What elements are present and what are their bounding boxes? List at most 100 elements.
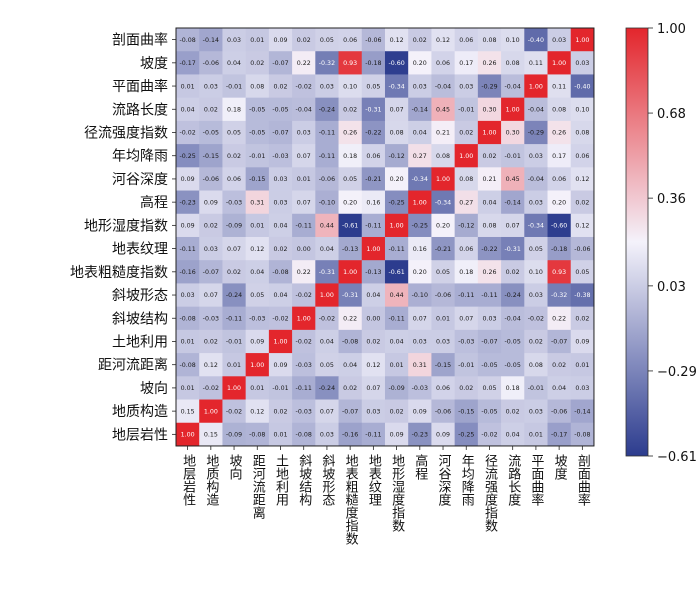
cell-value-label: -0.60 <box>551 223 567 230</box>
heatmap-cell <box>199 306 223 331</box>
heatmap-cell <box>384 120 409 145</box>
cell-value-label: -0.06 <box>203 60 219 67</box>
colorbar-gradient <box>625 27 649 457</box>
heatmap-cell <box>501 28 525 52</box>
cell-value-label: 0.02 <box>482 153 496 160</box>
cell-value-label: 0.09 <box>181 176 195 183</box>
heatmap-cell <box>176 353 200 377</box>
cell-value-label: 0.07 <box>366 385 380 392</box>
cell-value-label: 0.15 <box>204 432 218 439</box>
heatmap-cell <box>245 329 270 354</box>
heatmap-cell <box>431 283 456 308</box>
heatmap-cell <box>431 260 456 284</box>
heatmap-cell <box>361 120 386 145</box>
heatmap-cell <box>384 399 409 424</box>
heatmap-cell <box>222 97 247 122</box>
cell-value-label: -0.32 <box>551 292 567 299</box>
heatmap-cell <box>338 213 363 238</box>
cell-value-label: 1.00 <box>204 408 218 415</box>
cell-value-label: 0.10 <box>343 83 357 90</box>
cell-value-label: -0.07 <box>272 130 288 137</box>
heatmap-cell <box>361 51 386 75</box>
heatmap-cell <box>547 120 572 145</box>
heatmap-cell <box>501 167 525 191</box>
cell-value-label: -0.15 <box>458 408 474 415</box>
heatmap-cell <box>384 144 409 168</box>
heatmap-cell <box>477 120 502 145</box>
heatmap-cell <box>361 283 386 308</box>
heatmap-cell <box>338 260 363 284</box>
column-label: 流路长度 <box>505 454 521 506</box>
cell-value-label: -0.38 <box>574 292 590 299</box>
heatmap-cell <box>268 283 293 308</box>
cell-value-label: 0.30 <box>482 106 496 113</box>
cell-value-label: -0.04 <box>528 176 544 183</box>
heatmap-cell <box>268 306 293 331</box>
colorbar-tick-label: 1.00 <box>657 22 686 37</box>
cell-value-label: 1.00 <box>529 83 543 90</box>
heatmap-cell <box>477 167 502 191</box>
cell-value-label: 0.02 <box>506 408 520 415</box>
cell-value-label: 0.07 <box>297 199 311 206</box>
heatmap-cell <box>477 51 502 75</box>
heatmap-cell <box>454 74 479 99</box>
cell-value-label: -0.24 <box>505 292 521 299</box>
heatmap-cell <box>454 120 479 145</box>
heatmap-cell <box>338 74 363 99</box>
heatmap-cell <box>292 97 316 122</box>
cell-value-label: 0.27 <box>459 199 473 206</box>
cell-value-label: -0.02 <box>319 315 335 322</box>
heatmap-cell <box>315 74 339 99</box>
cell-value-label: -0.05 <box>505 339 521 346</box>
heatmap-cell <box>338 144 363 168</box>
cell-value-label: 0.07 <box>297 153 311 160</box>
cell-value-label: 0.07 <box>390 106 404 113</box>
cell-value-label: 1.00 <box>575 37 589 44</box>
row-label: 土地利用 <box>112 334 168 350</box>
cell-value-label: -0.17 <box>551 432 567 439</box>
heatmap-cell <box>570 236 595 261</box>
cell-value-label: -0.01 <box>528 385 544 392</box>
column-labels: 地层岩性 地质构造 坡向 距河流距离 土地利用 斜坡结构 斜坡形态 地表粗糙度指数 地表纹理 地形… <box>180 445 590 545</box>
cell-value-label: 1.00 <box>181 432 195 439</box>
cell-value-label: 0.05 <box>343 176 357 183</box>
cell-value-label: 0.01 <box>250 37 264 44</box>
heatmap-cell <box>268 97 293 122</box>
cell-value-label: -0.04 <box>435 83 451 90</box>
column-label: 河谷深度 <box>436 454 452 506</box>
cell-value-label: -0.09 <box>226 223 242 230</box>
heatmap-cell <box>454 190 479 215</box>
heatmap-cell <box>199 74 223 99</box>
cell-value-label: -0.11 <box>388 246 404 253</box>
cell-value-label: -0.31 <box>319 269 335 276</box>
heatmap-cell <box>199 422 223 447</box>
heatmap-cell <box>454 422 479 447</box>
cell-value-label: -0.07 <box>551 339 567 346</box>
cell-value-label: 0.18 <box>227 106 241 113</box>
cell-value-label: -0.08 <box>179 315 195 322</box>
cell-value-label: -0.06 <box>319 176 335 183</box>
cell-value-label: -0.16 <box>342 432 358 439</box>
heatmap-cell <box>245 28 270 52</box>
cell-value-label: 0.06 <box>227 176 241 183</box>
heatmap-cell <box>315 353 339 377</box>
heatmap-cell <box>338 28 363 52</box>
heatmap-cell <box>176 329 200 354</box>
heatmap-cell <box>408 353 432 377</box>
cell-value-label: 0.00 <box>366 315 380 322</box>
heatmap-cell <box>268 422 293 447</box>
heatmap-cell <box>315 376 339 400</box>
heatmap-cell <box>431 399 456 424</box>
heatmap-cell <box>268 329 293 354</box>
cell-value-label: 1.00 <box>506 106 520 113</box>
cell-value-label: 0.16 <box>366 199 380 206</box>
cell-value-label: 0.31 <box>413 362 427 369</box>
heatmap-cell <box>547 283 572 308</box>
cell-value-label: 1.00 <box>552 60 566 67</box>
cell-value-label: 1.00 <box>482 130 496 137</box>
cell-value-label: 0.04 <box>181 106 195 113</box>
heatmap-cell <box>245 283 270 308</box>
cell-value-label: 0.07 <box>506 223 520 230</box>
heatmap-cell <box>315 144 339 168</box>
heatmap-cell <box>222 399 247 424</box>
